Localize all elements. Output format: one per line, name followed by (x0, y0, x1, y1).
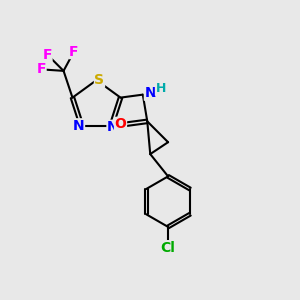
Text: F: F (69, 44, 79, 58)
Text: N: N (73, 119, 85, 133)
Text: N: N (144, 86, 156, 100)
Text: Cl: Cl (160, 241, 175, 255)
Text: H: H (155, 82, 166, 95)
Text: O: O (115, 117, 127, 131)
Text: N: N (107, 120, 118, 134)
Text: F: F (43, 47, 52, 61)
Text: S: S (94, 73, 104, 87)
Text: F: F (37, 62, 46, 76)
